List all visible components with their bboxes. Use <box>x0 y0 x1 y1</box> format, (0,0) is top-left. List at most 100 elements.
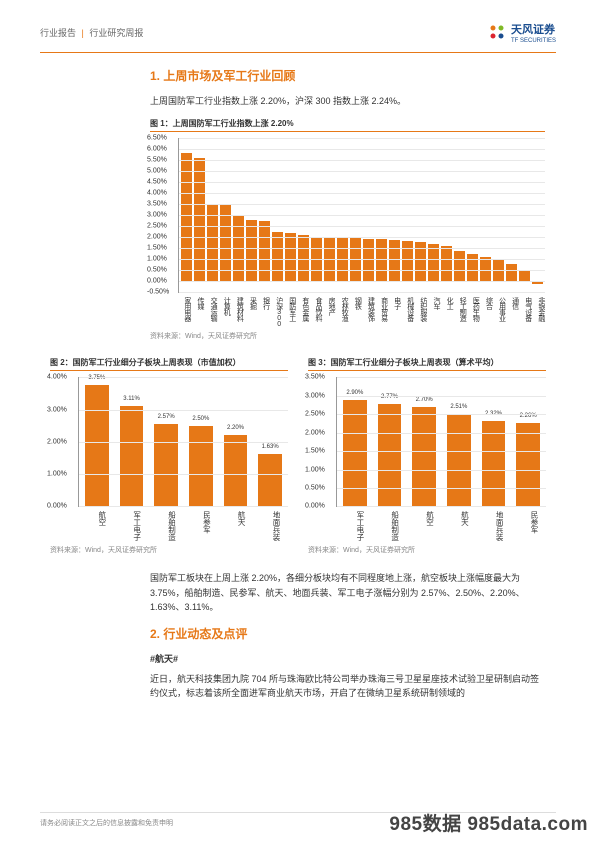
bar <box>285 233 296 281</box>
x-tick-label: 有色金属 <box>298 297 309 327</box>
y-tick-label: 2.00% <box>305 429 325 436</box>
x-tick-label: 机械设备 <box>403 297 414 327</box>
gridline <box>337 451 546 452</box>
x-tick-label: 电气设备 <box>521 297 532 327</box>
fig2-xlabels: 航空军工电子船舶制造民参军航天地面兵装 <box>84 511 282 541</box>
x-tick-label: 沪深300 <box>272 297 283 327</box>
fig3-caption: 图 3：国防军工行业细分子板块上周表现（算术平均） <box>308 357 546 368</box>
section2-title: 2. 行业动态及点评 <box>150 625 546 642</box>
gridline <box>179 259 545 260</box>
gridline <box>179 270 545 271</box>
bar-value-label: 3.75% <box>88 375 105 381</box>
figure-1: 图 1：上周国防军工行业指数上涨 2.20% 6.50%6.00%5.50%5.… <box>150 118 545 341</box>
gridline <box>79 377 288 378</box>
bar-value-label: 3.11% <box>123 396 140 402</box>
x-tick-label: 采掘 <box>246 297 257 327</box>
breadcrumb-right: 行业研究周报 <box>89 28 143 38</box>
y-tick-label: 6.50% <box>147 135 167 142</box>
header: 行业报告 | 行业研究周报 天风证券 TF SECURITIES <box>0 0 596 52</box>
y-tick-label: 0.00% <box>147 278 167 285</box>
bar: 2.77% <box>378 404 402 506</box>
bar: 3.75% <box>85 385 109 506</box>
gridline <box>337 470 546 471</box>
y-tick-label: 3.50% <box>147 201 167 208</box>
x-tick-label: 军工电子 <box>342 511 366 541</box>
x-tick-label: 农林牧渔 <box>337 297 348 327</box>
gridline <box>179 193 545 194</box>
gridline <box>79 442 288 443</box>
x-tick-label: 国防军工 <box>285 297 296 327</box>
fig3-source: 资料来源：Wind，天风证券研究所 <box>308 545 546 555</box>
y-tick-label: 2.50% <box>305 411 325 418</box>
x-tick-label: 计算机 <box>219 297 230 327</box>
x-tick-label: 航天 <box>446 511 470 541</box>
x-tick-label: 家用电器 <box>180 297 191 327</box>
x-tick-label: 化工 <box>442 297 453 327</box>
x-tick-label: 医药生物 <box>468 297 479 327</box>
fig3-underline <box>308 370 546 371</box>
mid-para: 国防军工板块在上周上涨 2.20%，各细分板块均有不同程度地上涨，航空板块上涨幅… <box>150 571 546 614</box>
fig2-caption: 图 2：国防军工行业细分子板块上周表现（市值加权） <box>50 357 288 368</box>
bar: 3.11% <box>120 406 144 506</box>
y-tick-label: 4.00% <box>147 190 167 197</box>
y-tick-label: 3.00% <box>47 406 67 413</box>
gridline <box>79 506 288 507</box>
x-tick-label: 船舶制造 <box>154 511 178 541</box>
bar <box>441 246 452 281</box>
x-tick-label: 通信 <box>508 297 519 327</box>
logo-text: 天风证券 <box>511 24 555 36</box>
bar <box>402 241 413 282</box>
gridline <box>179 292 545 293</box>
fig2-plot: 3.75%3.11%2.57%2.50%2.20%1.63% 4.00%3.00… <box>78 377 288 507</box>
bar <box>389 240 400 282</box>
fig2-underline <box>50 370 288 371</box>
fig1-source: 资料来源：Wind，天风证券研究所 <box>150 331 545 341</box>
y-tick-label: 4.50% <box>147 179 167 186</box>
x-tick-label: 船舶制造 <box>377 511 401 541</box>
y-tick-label: 6.00% <box>147 146 167 153</box>
y-tick-label: 2.00% <box>147 234 167 241</box>
bar: 2.90% <box>343 400 367 507</box>
x-tick-label: 纺织服装 <box>416 297 427 327</box>
y-tick-label: 3.50% <box>305 374 325 381</box>
bar <box>467 254 478 281</box>
bar: 2.50% <box>189 426 213 507</box>
y-tick-label: 1.00% <box>47 471 67 478</box>
y-tick-label: 3.00% <box>305 392 325 399</box>
bar <box>272 232 283 281</box>
x-tick-label: 公用事业 <box>495 297 506 327</box>
subsection-tag: #航天# <box>150 652 546 666</box>
logo-subtext: TF SECURITIES <box>511 38 556 44</box>
bar <box>298 235 309 281</box>
content: 1. 上周市场及军工行业回顾 上周国防军工行业指数上涨 2.20%，沪深 300… <box>0 53 596 721</box>
breadcrumb: 行业报告 | 行业研究周报 <box>40 26 143 39</box>
gridline <box>337 396 546 397</box>
gridline <box>179 226 545 227</box>
watermark: 985数据 985data.com <box>389 809 588 836</box>
bar: 2.26% <box>516 423 540 506</box>
gridline <box>337 414 546 415</box>
x-tick-label: 航空 <box>412 511 436 541</box>
bar <box>480 257 491 281</box>
gridline <box>179 237 545 238</box>
figure-3: 图 3：国防军工行业细分子板块上周表现（算术平均） 2.90% 2.77% 2.70… <box>308 357 546 555</box>
x-tick-label: 航天 <box>223 511 247 541</box>
gridline <box>337 377 546 378</box>
bar <box>246 220 257 282</box>
gridline <box>79 410 288 411</box>
x-tick-label: 食品饮料 <box>311 297 322 327</box>
fig3-plot: 2.90%2.77%2.70%2.51%2.32%2.26% 3.50%3.00… <box>336 377 546 507</box>
x-tick-label: 建筑材料 <box>232 297 243 327</box>
y-tick-label: 1.00% <box>147 256 167 263</box>
section2-para: 近日，航天科技集团九院 704 所与珠海欧比特公司举办珠海三号卫星星座技术试验卫… <box>150 672 546 701</box>
x-tick-label: 钢铁 <box>350 297 361 327</box>
bar: 2.20% <box>224 435 248 506</box>
bar-value-label: 2.70% <box>416 397 433 403</box>
y-tick-label: 2.00% <box>47 438 67 445</box>
y-tick-label: 0.00% <box>305 503 325 510</box>
bar-value-label: 2.20% <box>227 425 244 431</box>
gridline <box>179 281 545 282</box>
y-tick-label: -0.50% <box>147 289 169 296</box>
y-tick-label: 3.00% <box>147 212 167 219</box>
x-tick-label: 民参军 <box>188 511 212 541</box>
